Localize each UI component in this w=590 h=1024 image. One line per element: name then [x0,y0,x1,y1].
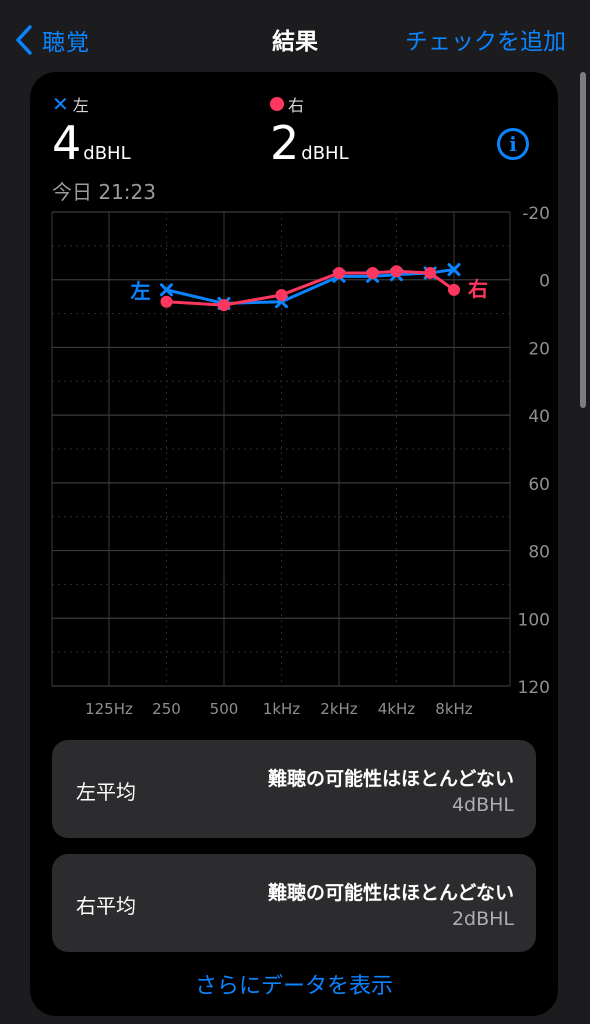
data-point-right [333,266,345,279]
x-tick-label: 2kHz [320,700,358,718]
y-tick-label: -20 [522,204,550,224]
left-ear-header: ✕ 左 [52,92,89,116]
y-tick-label: 60 [528,475,550,495]
data-point-right [390,265,403,278]
data-point-right [275,288,288,301]
data-point-left [447,263,461,277]
results-card: ✕ 左 右 4 dBHL 2 dBHL 今日 21:23 i -20 0 20 40 6… [30,72,558,1016]
left-series-label: 左 [131,279,151,303]
y-tick-label: 40 [528,407,550,427]
left-ear-number: 4 [52,116,82,170]
right-average-value: 2dBHL [451,908,514,930]
chevron-left-icon [16,25,32,55]
right-ear-number: 2 [270,116,300,170]
x-tick-label: 250 [152,700,181,718]
right-average-status: 難聴の可能性はほとんどない [267,882,514,904]
left-average-card: 左平均 難聴の可能性はほとんどない 4dBHL [52,740,536,838]
y-tick-label: 120 [518,678,550,698]
left-average-label: 左平均 [76,780,136,804]
add-check-button[interactable]: チェックを追加 [405,29,566,55]
left-ear-unit: dBHL [83,143,131,164]
x-tick-label: 8kHz [435,700,473,718]
back-label: 聴覚 [42,30,90,56]
y-tick-label: 80 [528,543,550,563]
left-ear-label: 左 [72,96,89,115]
scrollbar[interactable] [580,72,586,408]
back-button[interactable]: 聴覚 [12,20,90,60]
right-series-label: 右 [468,277,488,301]
dot-marker-icon [270,97,284,111]
left-ear-value: 4 dBHL [52,120,131,166]
data-point-right [366,266,379,279]
x-tick-label: 1kHz [263,700,301,718]
right-ear-unit: dBHL [301,143,349,164]
series-line-left [166,268,455,305]
info-icon[interactable]: i [497,128,529,160]
x-tick-label: 125Hz [85,700,133,718]
audiogram-chart: -20 0 20 40 60 80 100 120 125Hz 250 500 1kHz 2kHz 4kH… [51,204,550,718]
x-tick-label: 500 [210,700,239,718]
data-point-right [424,266,437,279]
right-average-label: 右平均 [76,894,136,918]
page-title: 結果 [272,29,318,55]
right-ear-label: 右 [288,96,305,115]
y-tick-label: 100 [518,610,550,630]
x-marker-icon: ✕ [52,92,69,116]
left-average-status: 難聴の可能性はほとんどない [267,768,514,790]
data-point-right [160,295,173,308]
y-tick-label: 20 [528,339,550,359]
data-point-right [448,283,460,296]
timestamp: 今日 21:23 [52,180,156,204]
right-average-card: 右平均 難聴の可能性はほとんどない 2dBHL [52,854,536,952]
y-tick-label: 0 [539,272,550,292]
data-point-left [160,283,173,297]
x-tick-label: 4kHz [378,700,416,718]
navigation-bar: 聴覚 結果 チェックを追加 [0,0,590,78]
left-average-value: 4dBHL [451,794,514,816]
data-point-right [218,299,230,312]
right-ear-value: 2 dBHL [270,120,349,166]
right-ear-header: 右 [270,92,304,116]
show-more-data-link[interactable]: さらにデータを表示 [194,974,393,999]
